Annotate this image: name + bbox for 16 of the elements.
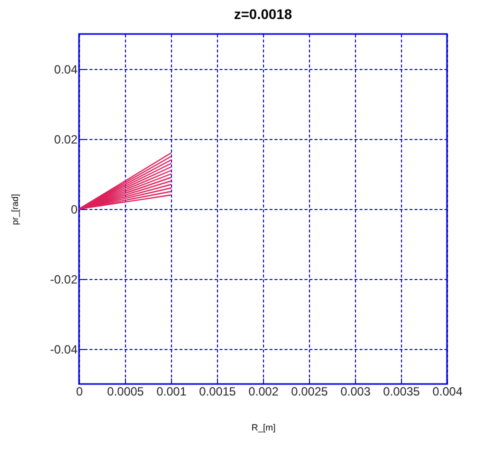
x-tick-label: 0.002 xyxy=(248,384,279,398)
y-tick-label: 0.02 xyxy=(54,132,78,146)
chart-title: z=0.0018 xyxy=(234,6,292,22)
y-tick-label: -0.04 xyxy=(50,342,78,356)
y-tick-label: 0 xyxy=(70,202,78,216)
y-tick-label: -0.02 xyxy=(50,272,78,286)
y-axis-title: pr_[rad] xyxy=(10,194,20,226)
x-tick-label: 0.003 xyxy=(340,384,371,398)
x-tick-label: 0.0005 xyxy=(107,384,144,398)
x-axis-title: R_[m] xyxy=(251,422,276,432)
x-tick-label: 0.004 xyxy=(432,384,463,398)
x-tick-label: 0.0035 xyxy=(383,384,420,398)
x-tick-label: 0.0025 xyxy=(291,384,328,398)
y-tick-label: 0.04 xyxy=(54,62,78,76)
x-tick-label: 0.001 xyxy=(156,384,187,398)
x-tick-label: 0.0015 xyxy=(199,384,236,398)
